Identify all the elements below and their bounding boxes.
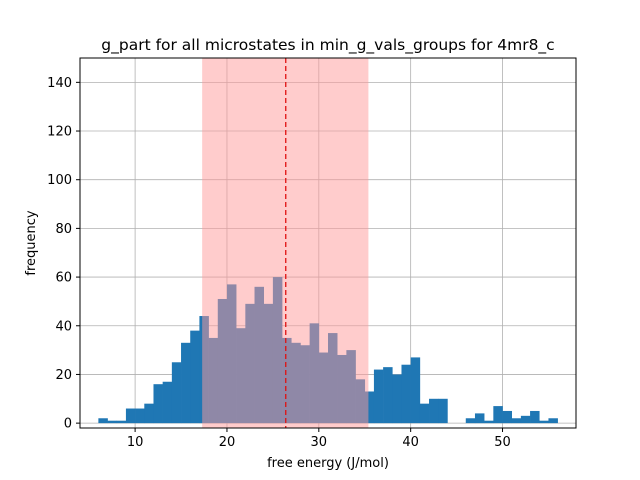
- chart-title: g_part for all microstates in min_g_vals…: [101, 36, 554, 55]
- y-tick-label: 100: [47, 173, 72, 188]
- y-axis-label: frequency: [24, 210, 39, 276]
- histogram-bar: [144, 403, 154, 424]
- histogram-bar: [419, 403, 430, 424]
- histogram-bar: [438, 398, 448, 424]
- histogram-bar: [116, 420, 127, 424]
- histogram-bar: [474, 413, 485, 424]
- histogram-bar: [181, 342, 191, 424]
- y-tick-label: 60: [55, 271, 72, 286]
- y-tick-label: 120: [47, 125, 72, 140]
- y-tick-label: 140: [47, 76, 72, 91]
- histogram-bar: [520, 415, 531, 424]
- x-tick-label: 10: [127, 435, 144, 450]
- histogram-bar: [493, 406, 503, 424]
- histogram-bar: [373, 369, 384, 424]
- histogram-bar: [530, 410, 540, 424]
- histogram-bar: [548, 418, 558, 424]
- histogram-bar: [171, 362, 182, 424]
- plot-frame: [79, 57, 577, 429]
- histogram-bar: [383, 367, 393, 424]
- histogram-bar: [410, 357, 421, 424]
- y-tick-label: 0: [64, 417, 72, 432]
- histogram-bar: [364, 391, 375, 424]
- histogram-bar: [190, 330, 200, 424]
- x-tick-label: 40: [402, 435, 419, 450]
- histogram-bar: [125, 408, 136, 424]
- y-tick-label: 40: [55, 319, 72, 334]
- x-tick-label: 50: [494, 435, 511, 450]
- histogram-bar: [465, 418, 476, 424]
- histogram-bar: [98, 418, 108, 424]
- histogram-bar: [511, 418, 522, 424]
- histogram-bar: [539, 420, 549, 424]
- histogram-bar: [153, 384, 163, 424]
- histogram-bar: [502, 410, 513, 424]
- x-tick-label: 30: [311, 435, 328, 450]
- histogram-bar: [429, 398, 439, 424]
- x-axis-label: free energy (J/mol): [267, 456, 389, 471]
- histogram-bar: [107, 420, 118, 424]
- x-tick-label: 20: [219, 435, 236, 450]
- y-tick-label: 20: [55, 368, 72, 383]
- histogram-bar: [162, 381, 173, 424]
- histogram-bar: [135, 408, 145, 424]
- histogram-bar: [392, 374, 402, 424]
- y-tick-label: 80: [55, 222, 72, 237]
- histogram-bar: [401, 364, 411, 424]
- histogram-bar: [484, 420, 494, 424]
